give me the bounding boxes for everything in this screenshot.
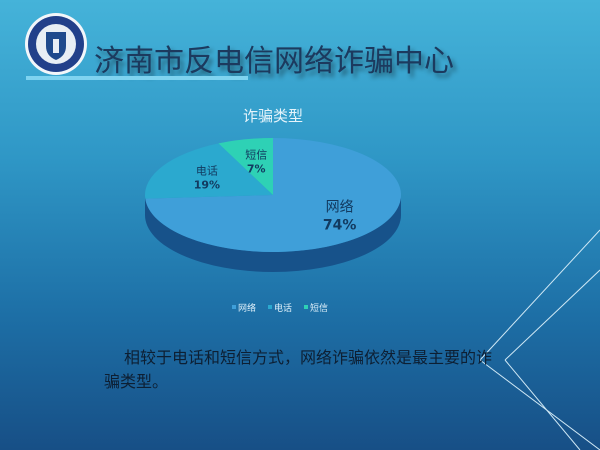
pie-side-wall bbox=[145, 195, 401, 272]
chart-title: 诈骗类型 bbox=[243, 107, 303, 125]
slice-label-percent: 7% bbox=[247, 163, 266, 176]
logo-emblem bbox=[25, 13, 87, 75]
legend-swatch bbox=[232, 305, 236, 309]
legend-label: 短信 bbox=[310, 302, 328, 314]
slice-label-category: 短信 bbox=[245, 148, 267, 162]
slice-label-category: 电话 bbox=[196, 165, 218, 178]
pie-slice-1 bbox=[145, 138, 402, 252]
pie-slice-2 bbox=[145, 143, 273, 199]
legend-label: 网络 bbox=[238, 302, 256, 314]
legend-swatch bbox=[304, 305, 308, 309]
page-title: 济南市反电信网络诈骗中心 bbox=[94, 44, 454, 79]
slice-label-percent: 19% bbox=[194, 179, 220, 192]
caption-text: 相较于电话和短信方式，网络诈骗依然是最主要的诈骗类型。 bbox=[104, 348, 493, 391]
title-underline bbox=[26, 76, 248, 80]
slice-label-percent: 74% bbox=[323, 218, 357, 234]
pie-slice-3 bbox=[218, 138, 273, 195]
slice-label-category: 网络 bbox=[326, 200, 354, 216]
legend-label: 电话 bbox=[274, 302, 292, 314]
legend-swatch bbox=[268, 305, 272, 309]
